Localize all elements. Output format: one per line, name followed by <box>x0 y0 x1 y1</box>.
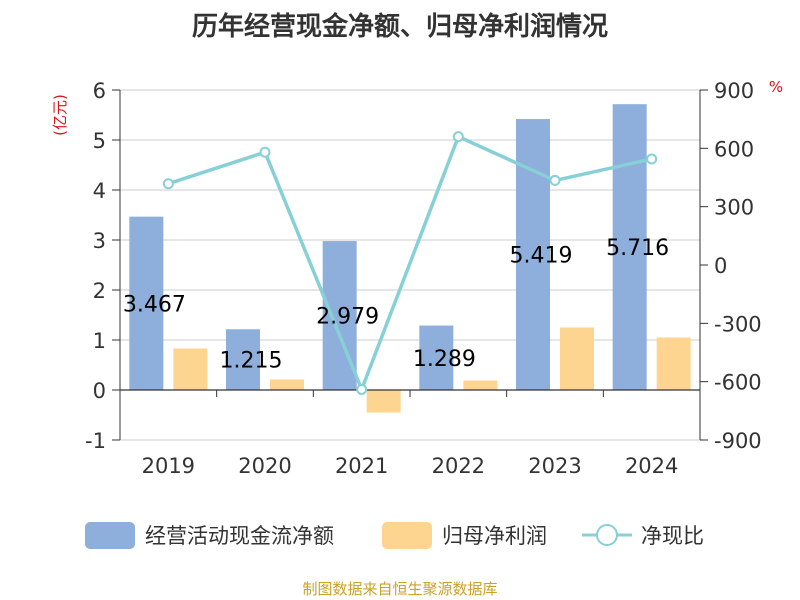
cashflow-data-label: 1.289 <box>413 347 476 372</box>
category-label: 2023 <box>528 454 581 478</box>
net-profit-bar <box>173 348 208 390</box>
cashflow-data-label: 2.979 <box>316 305 379 330</box>
net-profit-bar <box>560 327 594 390</box>
left-tick-label: 1 <box>93 329 106 353</box>
category-label: 2022 <box>432 454 485 478</box>
left-tick-label: 3 <box>93 229 106 253</box>
ratio-point <box>452 131 464 143</box>
legend-swatch-cashflow <box>85 522 135 549</box>
legend-label-ratio: 净现比 <box>641 524 704 548</box>
legend-swatch-net-profit <box>382 522 432 549</box>
cashflow-data-label: 1.215 <box>220 349 283 374</box>
legend-swatch-ratio-marker <box>596 524 618 546</box>
ratio-line-group <box>162 131 658 395</box>
legend: 经营活动现金流净额 归母净利润 净现比 <box>85 522 704 549</box>
legend-label-cashflow: 经营活动现金流净额 <box>145 524 334 548</box>
cashflow-data-label: 5.716 <box>606 236 669 261</box>
chart-title: 历年经营现金净额、归母净利润情况 <box>191 12 608 42</box>
left-tick-label: 6 <box>93 79 106 103</box>
right-tick-label: 300 <box>714 196 754 220</box>
category-label: 2021 <box>335 454 388 478</box>
ratio-point <box>162 178 174 190</box>
ratio-point <box>356 383 368 395</box>
cashflow-data-label: 3.467 <box>123 292 186 317</box>
legend-label-net-profit: 归母净利润 <box>442 524 547 548</box>
axes: 6 5 4 3 2 1 0 -1 900 600 300 0 -300 -600 -900 2019 2020 2… <box>85 79 762 478</box>
net-profit-bar <box>366 390 401 413</box>
right-tick-label: 0 <box>714 254 727 278</box>
cashflow-bar <box>226 329 260 390</box>
data-labels: 3.467 1.215 2.979 1.289 5.419 5.716 <box>123 236 669 374</box>
cashflow-bar <box>612 104 647 390</box>
ratio-point <box>646 153 658 165</box>
net-profit-bar <box>656 337 691 390</box>
right-tick-label: -600 <box>714 371 762 395</box>
left-tick-label: 4 <box>93 179 106 203</box>
ratio-line <box>167 134 653 395</box>
net-profit-bar <box>463 380 498 390</box>
left-tick-label: 2 <box>93 279 106 303</box>
left-tick-label: 0 <box>93 379 106 403</box>
left-axis-unit: (亿元) <box>51 94 69 136</box>
right-tick-label: -900 <box>714 429 762 453</box>
data-source-note: 制图数据来自恒生聚源数据库 <box>302 580 498 598</box>
cashflow-bar <box>129 216 164 390</box>
category-label: 2024 <box>625 454 678 478</box>
ratio-point <box>259 146 271 158</box>
grid-lines <box>120 89 700 441</box>
left-tick-label: -1 <box>85 429 106 453</box>
right-tick-label: 900 <box>714 79 754 103</box>
ratio-point <box>549 174 561 186</box>
left-tick-label: 5 <box>93 129 106 153</box>
category-label: 2019 <box>142 454 195 478</box>
net-profit-bar <box>270 379 304 390</box>
right-axis-unit: % <box>769 78 783 96</box>
right-tick-label: 600 <box>714 137 754 161</box>
right-tick-label: -300 <box>714 312 762 336</box>
bars-group <box>129 104 691 413</box>
category-label: 2020 <box>238 454 291 478</box>
cashflow-data-label: 5.419 <box>510 244 573 269</box>
cashflow-bar <box>419 325 454 390</box>
